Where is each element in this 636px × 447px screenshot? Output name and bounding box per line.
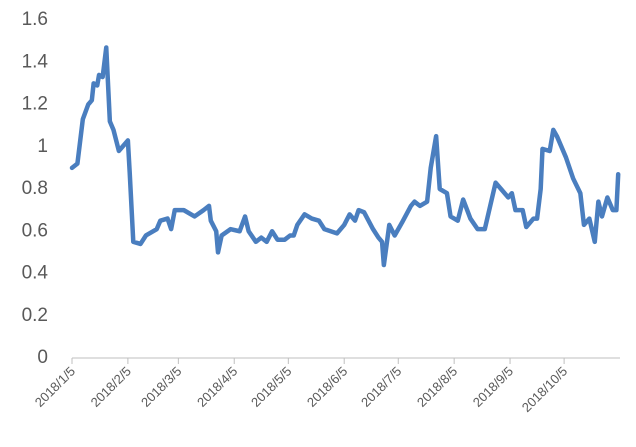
y-tick-label: 0.4	[22, 263, 49, 284]
y-tick-label: 1.2	[22, 94, 48, 115]
y-tick-label: 0.2	[22, 305, 48, 326]
y-tick-label: 1.4	[22, 51, 49, 72]
x-tick-label: 2018/8/5	[414, 364, 460, 410]
y-tick-label: 0	[37, 347, 48, 368]
x-tick-label: 2018/4/5	[194, 364, 240, 410]
x-tick-label: 2018/1/5	[32, 364, 78, 410]
x-tick-label: 2018/9/5	[470, 364, 516, 410]
x-tick-label: 2018/3/5	[138, 364, 184, 410]
y-tick-label: 1.6	[22, 9, 48, 30]
x-tick-label: 2018/5/5	[248, 364, 294, 410]
y-tick-label: 0.8	[22, 178, 48, 199]
data-line	[69, 45, 621, 268]
y-tick-label: 1	[37, 136, 48, 157]
y-tick-label: 0.6	[22, 220, 48, 241]
x-tick-label: 2018/2/5	[88, 364, 134, 410]
x-tick-label: 2018/6/5	[304, 364, 350, 410]
x-tick-label: 2018/7/5	[358, 364, 404, 410]
x-tick-label: 2018/10/5	[519, 364, 571, 416]
